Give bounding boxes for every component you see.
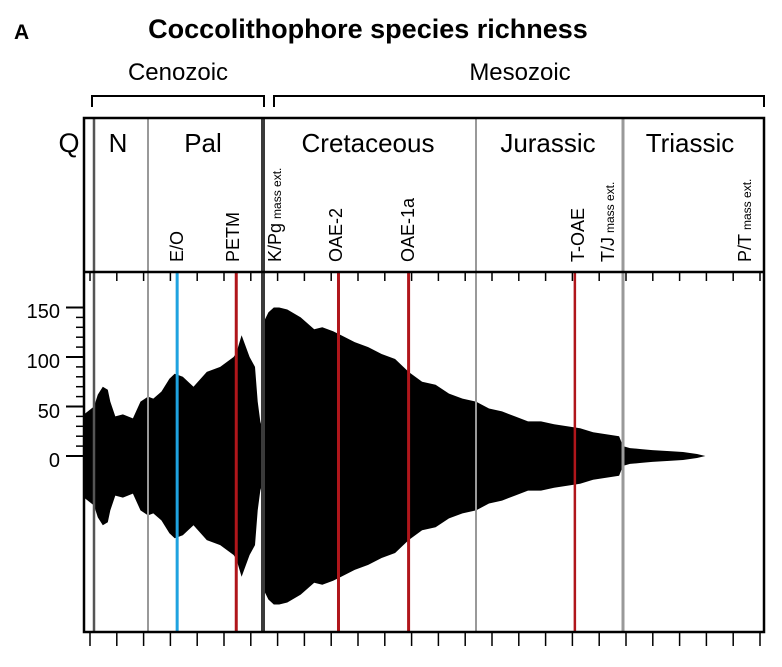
era-label-mesozoic: Mesozoic xyxy=(469,59,570,86)
svg-text:OAE-1a: OAE-1a xyxy=(398,197,418,262)
period-boundaries xyxy=(92,118,477,632)
panel-letter: A xyxy=(14,21,29,44)
y-tick-label-50: 50 xyxy=(38,401,60,423)
svg-text:T-OAE: T-OAE xyxy=(568,208,588,262)
y-tick-label-150: 150 xyxy=(27,301,60,323)
event-label-kpg: K/Pgmass ext. xyxy=(265,168,285,262)
period-label-jurassic: Jurassic xyxy=(500,128,595,158)
era-bracket-cenozoic xyxy=(91,95,265,107)
era-label-cenozoic: Cenozoic xyxy=(128,59,228,86)
svg-text:K/Pgmass ext.: K/Pgmass ext. xyxy=(265,168,285,262)
svg-text:T/Jmass ext.: T/Jmass ext. xyxy=(598,182,618,262)
event-label-eo: E/O xyxy=(167,231,187,262)
y-tick-label-100: 100 xyxy=(27,351,60,373)
svg-text:PETM: PETM xyxy=(223,212,243,262)
svg-text:E/O: E/O xyxy=(167,231,187,262)
event-label-petm: PETM xyxy=(223,212,243,262)
svg-text:OAE-2: OAE-2 xyxy=(326,208,346,262)
axis-ticks xyxy=(66,272,761,646)
plot-frame xyxy=(82,116,766,634)
period-label-q: Q xyxy=(58,128,79,158)
period-label-cretaceous: Cretaceous xyxy=(302,128,435,158)
chart-frame xyxy=(82,116,766,634)
period-label-n: N xyxy=(109,128,128,158)
y-tick-label-0: 0 xyxy=(49,450,60,472)
event-label-oae1a: OAE-1a xyxy=(398,197,418,262)
period-label-pal: Pal xyxy=(184,128,222,158)
chart-title: Coccolithophore species richness xyxy=(148,14,588,44)
event-label-oae2: OAE-2 xyxy=(326,208,346,262)
era-bracket-mesozoic xyxy=(273,95,765,107)
richness-area xyxy=(84,307,706,605)
event-lines xyxy=(175,118,625,632)
event-label-tj: T/Jmass ext. xyxy=(598,182,618,262)
event-label-toae: T-OAE xyxy=(568,208,588,262)
svg-text:P/Tmass ext.: P/Tmass ext. xyxy=(735,179,755,262)
event-label-pt: P/Tmass ext. xyxy=(735,179,755,262)
richness-area-layer xyxy=(84,307,706,605)
period-label-triassic: Triassic xyxy=(646,128,735,158)
